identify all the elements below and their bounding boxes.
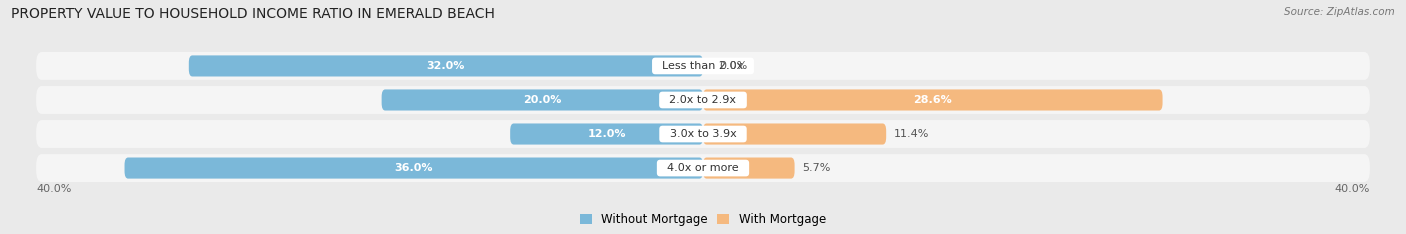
FancyBboxPatch shape xyxy=(703,124,886,145)
Text: 4.0x or more: 4.0x or more xyxy=(661,163,745,173)
Text: 12.0%: 12.0% xyxy=(588,129,626,139)
Text: 2.0x to 2.9x: 2.0x to 2.9x xyxy=(662,95,744,105)
Text: PROPERTY VALUE TO HOUSEHOLD INCOME RATIO IN EMERALD BEACH: PROPERTY VALUE TO HOUSEHOLD INCOME RATIO… xyxy=(11,7,495,21)
Legend: Without Mortgage, With Mortgage: Without Mortgage, With Mortgage xyxy=(575,208,831,231)
Text: 5.7%: 5.7% xyxy=(803,163,831,173)
Text: 11.4%: 11.4% xyxy=(894,129,929,139)
FancyBboxPatch shape xyxy=(510,124,703,145)
Text: 0.0%: 0.0% xyxy=(718,61,748,71)
Text: 32.0%: 32.0% xyxy=(426,61,465,71)
FancyBboxPatch shape xyxy=(703,89,1163,110)
Text: 3.0x to 3.9x: 3.0x to 3.9x xyxy=(662,129,744,139)
FancyBboxPatch shape xyxy=(125,157,703,179)
Text: Source: ZipAtlas.com: Source: ZipAtlas.com xyxy=(1284,7,1395,17)
FancyBboxPatch shape xyxy=(703,157,794,179)
Text: 36.0%: 36.0% xyxy=(395,163,433,173)
FancyBboxPatch shape xyxy=(37,154,1369,182)
FancyBboxPatch shape xyxy=(381,89,703,110)
Text: 28.6%: 28.6% xyxy=(914,95,952,105)
Text: 40.0%: 40.0% xyxy=(1334,184,1369,194)
Text: 20.0%: 20.0% xyxy=(523,95,561,105)
FancyBboxPatch shape xyxy=(37,86,1369,114)
Text: Less than 2.0x: Less than 2.0x xyxy=(655,61,751,71)
FancyBboxPatch shape xyxy=(37,120,1369,148)
Text: 40.0%: 40.0% xyxy=(37,184,72,194)
FancyBboxPatch shape xyxy=(37,52,1369,80)
FancyBboxPatch shape xyxy=(188,55,703,77)
